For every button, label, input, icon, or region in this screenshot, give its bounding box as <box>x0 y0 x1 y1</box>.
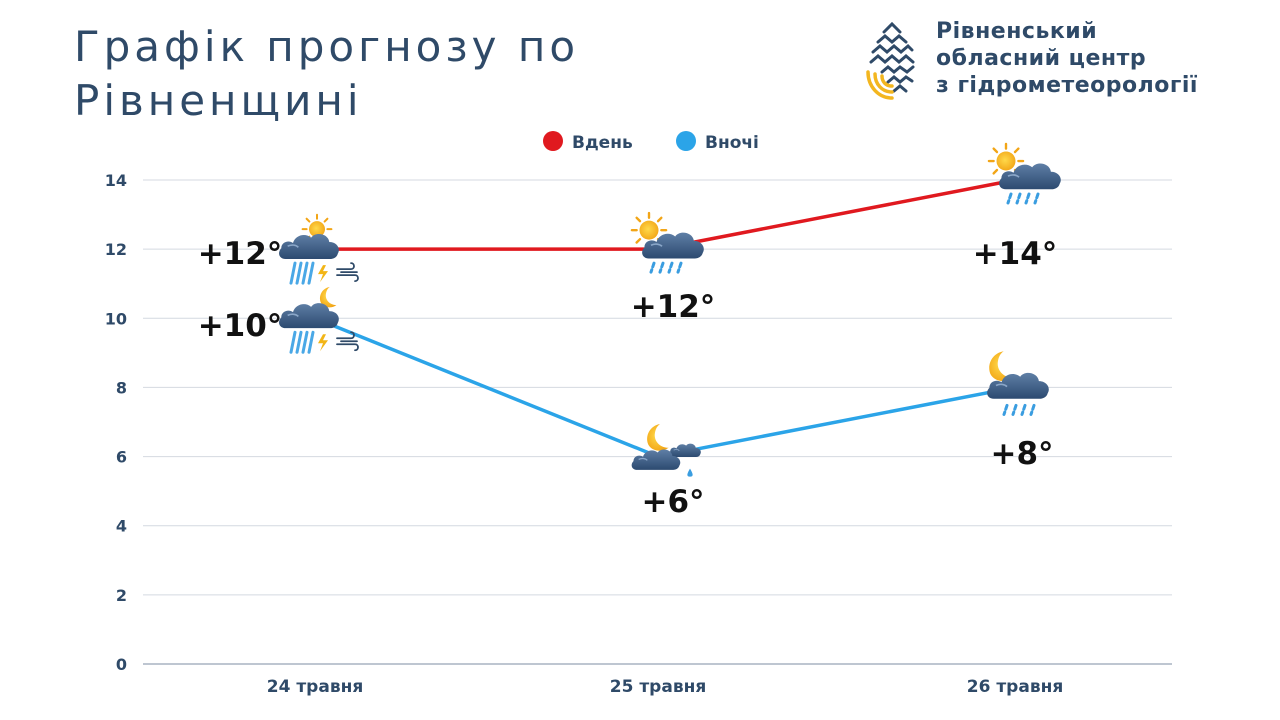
organization-name-line-2: обласний центр <box>936 46 1147 71</box>
temperature-label-night: +6° <box>641 484 704 520</box>
legend-label-night: Вночі <box>705 133 759 153</box>
temperature-labels: +12° +12° +14° +10° +6° +8° <box>198 236 1058 520</box>
legend-marker-day <box>543 131 563 151</box>
y-tick-label: 4 <box>116 517 127 536</box>
moon-cloud-light-rain-icon <box>630 423 702 477</box>
temperature-label-night: +10° <box>198 308 283 344</box>
moon-cloud-rain-icon <box>986 351 1050 416</box>
y-tick-label: 8 <box>116 378 127 397</box>
y-tick-label: 14 <box>105 171 127 190</box>
page-title-line-2: Рівненщині <box>74 76 363 125</box>
page-title-line-1: Графік прогнозу по <box>74 22 580 71</box>
sun-cloud-thunderstorm-rain-wind-icon <box>278 213 359 285</box>
temperature-label-day: +14° <box>973 236 1058 272</box>
x-category-label: 24 травня <box>267 677 364 697</box>
sun-cloud-rain-icon <box>630 211 705 274</box>
y-tick-label: 2 <box>116 586 127 605</box>
moon-cloud-thunderstorm-rain-wind-icon <box>278 286 359 354</box>
weather-icons <box>278 142 1062 477</box>
y-axis-ticks: 0 2 4 6 8 10 12 14 <box>105 171 127 674</box>
temperature-label-day: +12° <box>198 236 283 272</box>
y-tick-label: 0 <box>116 655 127 674</box>
sun-cloud-rain-icon <box>987 142 1062 205</box>
x-category-label: 25 травня <box>610 677 707 697</box>
x-category-label: 26 травня <box>967 677 1064 697</box>
organization-name-line-3: з гідрометеорології <box>936 73 1198 98</box>
y-tick-label: 12 <box>105 240 127 259</box>
x-axis-categories: 24 травня 25 травня 26 травня <box>267 677 1064 697</box>
y-tick-label: 6 <box>116 448 127 467</box>
y-tick-label: 10 <box>105 309 127 328</box>
temperature-label-night: +8° <box>990 436 1053 472</box>
organization-brand: Рівненський обласний центр з гідрометеор… <box>864 18 1264 108</box>
legend-label-day: Вдень <box>572 133 633 153</box>
hydromet-logo-icon <box>866 21 915 100</box>
organization-name-line-1: Рівненський <box>936 19 1098 44</box>
page-title: Графік прогнозу по Рівненщині <box>74 20 674 128</box>
legend-marker-night <box>676 131 696 151</box>
chart-legend: Вдень Вночі <box>543 131 759 153</box>
organization-name: Рівненський обласний центр з гідрометеор… <box>936 18 1198 99</box>
temperature-label-day: +12° <box>631 289 716 325</box>
